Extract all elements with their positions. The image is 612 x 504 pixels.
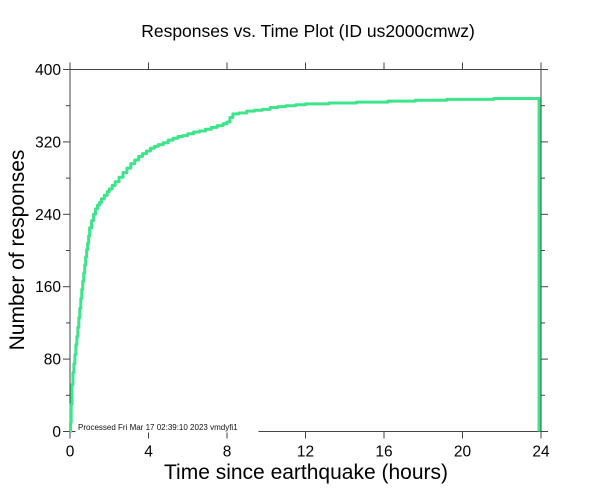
annotation-backdrop <box>75 421 259 433</box>
chart-title: Responses vs. Time Plot (ID us2000cmwz) <box>141 21 475 41</box>
x-tick-label: 4 <box>144 444 153 461</box>
y-tick-label: 160 <box>35 279 61 296</box>
plot-frame <box>69 69 542 432</box>
x-axis-label: Time since earthquake (hours) <box>164 461 448 484</box>
response-curve <box>69 96 541 433</box>
y-axis-label: Number of responses <box>6 150 29 351</box>
x-tick-label: 20 <box>454 444 472 461</box>
x-tick-label: 12 <box>297 444 314 461</box>
y-tick-label: 0 <box>52 424 61 441</box>
x-tick-label: 24 <box>532 444 550 461</box>
x-tick-label: 0 <box>66 444 75 461</box>
processed-timestamp: Processed Fri Mar 17 02:39:10 2023 vmdyf… <box>78 423 238 432</box>
y-tick-label: 400 <box>35 62 61 79</box>
response-curve-layer <box>69 96 541 433</box>
x-tick-label: 8 <box>223 444 232 461</box>
y-tick-label: 320 <box>35 134 61 151</box>
y-tick-label: 240 <box>35 207 61 224</box>
y-tick-label: 80 <box>44 352 62 369</box>
plot-axes: 0 80 160 240 320 400 0 4 8 12 16 20 24 <box>35 62 550 461</box>
x-tick-label: 16 <box>375 444 392 461</box>
